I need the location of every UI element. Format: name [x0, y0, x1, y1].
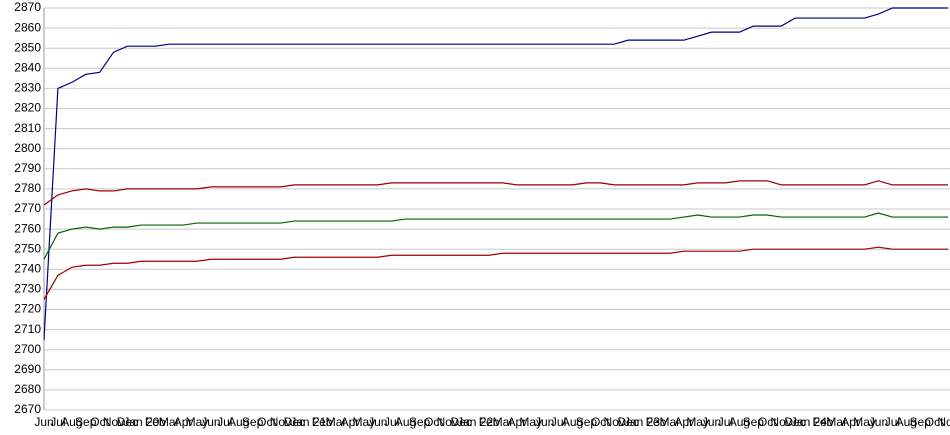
x-tick-label: Apr — [841, 415, 860, 429]
y-tick-label: 2710 — [14, 322, 41, 336]
x-tick-label: Jun — [535, 415, 554, 429]
x-tick-label: Sep — [910, 415, 932, 429]
x-tick-label: Oct — [424, 415, 443, 429]
x-tick-label: Sep — [75, 415, 97, 429]
x-tick-label: Nov — [937, 415, 950, 429]
x-tick-label: Jun — [368, 415, 387, 429]
x-tick-label: Dec — [784, 415, 805, 429]
y-tick-label: 2740 — [14, 261, 41, 275]
y-tick-label: 2670 — [14, 402, 41, 416]
y-tick-label: 2730 — [14, 282, 41, 296]
x-tick-label: Aug — [228, 415, 249, 429]
x-tick-label: Feb — [812, 415, 833, 429]
x-tick-label: Feb — [145, 415, 166, 429]
y-tick-label: 2720 — [14, 302, 41, 316]
x-tick-label: Jun — [702, 415, 721, 429]
x-tick-label: Dec — [117, 415, 138, 429]
y-tick-label: 2840 — [14, 60, 41, 74]
y-tick-label: 2860 — [14, 20, 41, 34]
y-tick-label: 2780 — [14, 181, 41, 195]
x-tick-label: Sep — [576, 415, 598, 429]
series-line — [43, 180, 948, 206]
x-tick-label: Aug — [562, 415, 583, 429]
x-tick-label: Oct — [90, 415, 109, 429]
x-tick-label: Mar — [493, 415, 514, 429]
x-tick-label: Dec — [284, 415, 305, 429]
series-line — [43, 246, 948, 300]
x-tick-label: Oct — [257, 415, 276, 429]
x-tick-label: Mar — [326, 415, 347, 429]
x-tick-label: Feb — [646, 415, 667, 429]
y-tick-label: 2760 — [14, 221, 41, 235]
series-line — [43, 7, 948, 340]
y-tick-label: 2850 — [14, 40, 41, 54]
x-tick-label: Apr — [674, 415, 693, 429]
x-tick-label: Oct — [925, 415, 944, 429]
x-tick-label: Jun — [869, 415, 888, 429]
x-tick-label: Jan 22 — [457, 415, 493, 429]
x-tick-label: Jun — [34, 415, 53, 429]
x-tick-label: Sep — [409, 415, 431, 429]
x-tick-label: Apr — [341, 415, 360, 429]
y-tick-label: 2800 — [14, 141, 41, 155]
x-tick-label: May — [519, 415, 542, 429]
y-tick-label: 2770 — [14, 201, 41, 215]
x-tick-label: Nov — [270, 415, 291, 429]
x-tick-label: Dec — [617, 415, 638, 429]
y-tick-label: 2690 — [14, 362, 41, 376]
x-tick-label: Jul — [384, 415, 399, 429]
x-tick-label: Jul — [885, 415, 900, 429]
y-tick-label: 2790 — [14, 161, 41, 175]
x-tick-label: Nov — [103, 415, 124, 429]
x-tick-label: May — [186, 415, 209, 429]
x-tick-label: Nov — [437, 415, 458, 429]
y-tick-label: 2700 — [14, 342, 41, 356]
x-tick-label: Mar — [159, 415, 180, 429]
x-tick-label: May — [686, 415, 709, 429]
x-tick-label: Oct — [758, 415, 777, 429]
y-tick-label: 2810 — [14, 121, 41, 135]
x-tick-label: Jan 23 — [624, 415, 660, 429]
x-tick-label: Sep — [743, 415, 765, 429]
x-tick-label: Jul — [718, 415, 733, 429]
y-tick-label: 2830 — [14, 81, 41, 95]
y-tick-label: 2680 — [14, 382, 41, 396]
x-tick-label: Nov — [604, 415, 625, 429]
x-tick-label: Dec — [451, 415, 472, 429]
x-tick-label: May — [353, 415, 376, 429]
x-tick-label: Jan 21 — [290, 415, 326, 429]
x-tick-label: Aug — [61, 415, 82, 429]
x-tick-label: Feb — [312, 415, 333, 429]
x-tick-label: Jan 24 — [791, 415, 827, 429]
x-tick-label: Jul — [551, 415, 566, 429]
x-tick-label: Aug — [896, 415, 917, 429]
x-tick-label: Sep — [242, 415, 264, 429]
series-line — [43, 212, 948, 260]
x-tick-label: Nov — [770, 415, 791, 429]
x-tick-label: Aug — [395, 415, 416, 429]
y-tick-label: 2870 — [14, 0, 41, 14]
x-tick-label: Apr — [508, 415, 527, 429]
y-tick-label: 2820 — [14, 101, 41, 115]
x-tick-label: Oct — [591, 415, 610, 429]
y-tick-label: 2750 — [14, 241, 41, 255]
x-tick-label: May — [853, 415, 876, 429]
x-tick-label: Mar — [660, 415, 681, 429]
x-tick-label: Apr — [174, 415, 193, 429]
x-tick-label: Jan 20 — [123, 415, 159, 429]
x-tick-label: Jul — [217, 415, 232, 429]
x-tick-label: Aug — [729, 415, 750, 429]
x-tick-label: Jun — [201, 415, 220, 429]
x-tick-label: Feb — [479, 415, 500, 429]
x-tick-label: Jul — [50, 415, 65, 429]
x-tick-label: Mar — [826, 415, 847, 429]
